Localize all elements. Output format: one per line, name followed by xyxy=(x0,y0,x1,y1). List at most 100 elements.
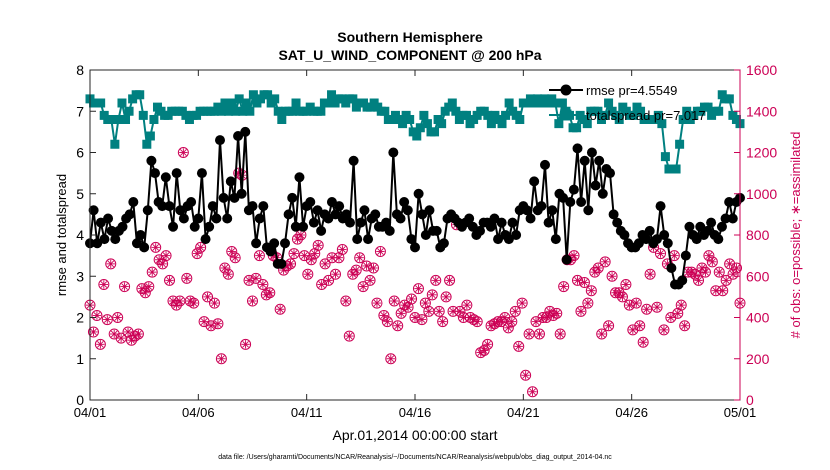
rmse-point xyxy=(269,238,280,249)
totalspread-point xyxy=(138,110,148,120)
rmse-point xyxy=(496,217,507,228)
obs-point xyxy=(212,318,224,330)
y-axis-right-label: # of obs: o=possible; ∗=assimilated xyxy=(788,132,803,339)
obs-point xyxy=(354,252,366,264)
totalspread-point xyxy=(273,106,283,116)
obs-point xyxy=(506,316,518,328)
rmse-point xyxy=(218,192,229,203)
rmse-point xyxy=(666,263,677,273)
obs-point xyxy=(226,246,238,257)
rmse-point xyxy=(305,197,316,207)
obs-point xyxy=(482,338,494,350)
totalspread-point xyxy=(628,110,638,120)
rmse-point xyxy=(388,147,399,158)
obs-point xyxy=(409,312,421,323)
totalspread-point xyxy=(277,115,287,124)
rmse-point xyxy=(225,176,236,187)
obs-point xyxy=(323,274,335,286)
rmse-point xyxy=(438,238,449,249)
rmse-point xyxy=(222,213,233,224)
series-group-rmse xyxy=(85,126,745,290)
x-tick-label: 04/26 xyxy=(615,405,648,420)
obs-point xyxy=(689,268,701,280)
totalspread-point xyxy=(415,123,425,133)
totalspread-point xyxy=(323,98,333,108)
y-axis-left: 0 1 2 3 4 5 6 7 8 xyxy=(76,62,96,408)
rmse-point xyxy=(406,234,417,245)
rmse-point xyxy=(117,221,128,232)
obs-point xyxy=(105,258,117,270)
obs-point xyxy=(478,345,490,356)
obs-point xyxy=(361,260,373,272)
obs-point xyxy=(215,353,227,365)
rmse-point xyxy=(579,155,590,166)
rmse-point xyxy=(139,242,150,253)
rmse-point xyxy=(135,230,146,240)
obs-point xyxy=(371,297,383,309)
totalspread-point xyxy=(145,131,155,141)
rmse-point xyxy=(280,238,290,249)
x-tick-label: 04/21 xyxy=(507,405,540,420)
rmse-point xyxy=(215,135,225,146)
obs-point xyxy=(713,266,725,278)
rmse-point xyxy=(99,234,110,245)
obs-point xyxy=(675,299,687,311)
rmse-point xyxy=(644,225,655,236)
obs-point xyxy=(274,303,286,315)
y-right-tick-label: 1400 xyxy=(746,103,777,119)
rmse-point xyxy=(706,217,717,228)
totalspread-point xyxy=(515,115,525,124)
totalspread-point xyxy=(657,119,667,129)
obs-point xyxy=(302,268,314,280)
series-group-totalspread xyxy=(85,90,745,174)
rmse-point xyxy=(178,213,189,224)
totalspread-point xyxy=(270,94,280,104)
rmse-point xyxy=(308,217,319,228)
obs-point xyxy=(585,285,597,297)
totalspread-point xyxy=(447,98,457,108)
totalspread-point xyxy=(327,90,337,100)
y-right-tick-label: 600 xyxy=(746,268,770,284)
rmse-point xyxy=(150,168,160,179)
totalspread-point xyxy=(653,110,663,120)
data-file-footer: data file: /Users/gharamti/Documents/NCA… xyxy=(218,454,612,461)
x-tick-label: 04/11 xyxy=(291,405,323,420)
rmse-point xyxy=(168,221,179,232)
y-right-tick-label: 1200 xyxy=(746,145,777,161)
totalspread-point xyxy=(675,139,685,149)
obs-point xyxy=(558,281,570,293)
y-left-tick-label: 7 xyxy=(76,103,84,119)
rmse-point xyxy=(677,275,688,286)
obs-point xyxy=(596,328,608,340)
obs-point xyxy=(392,320,404,332)
obs-point xyxy=(641,303,653,315)
obs-point xyxy=(132,328,144,340)
totalspread-point xyxy=(291,98,301,108)
rmse-point xyxy=(576,197,587,207)
obs-point xyxy=(288,248,300,260)
totalspread-point xyxy=(124,106,134,116)
totalspread-point xyxy=(703,102,713,112)
totalspread-point xyxy=(671,164,681,174)
rmse-point xyxy=(659,230,670,240)
rmse-point xyxy=(716,221,727,232)
rmse-point xyxy=(612,217,623,228)
totalspread-point xyxy=(238,106,248,116)
rmse-point xyxy=(334,201,345,212)
rmse-point xyxy=(106,225,117,236)
totalspread-point xyxy=(241,98,251,108)
y-left-tick-label: 1 xyxy=(76,351,84,367)
rmse-point xyxy=(684,221,695,232)
rmse-point xyxy=(200,234,211,245)
totalspread-point xyxy=(437,119,447,129)
totalspread-point xyxy=(117,98,127,108)
obs-point xyxy=(388,295,400,307)
obs-point xyxy=(520,369,532,381)
totalspread-point xyxy=(682,106,692,116)
totalspread-point xyxy=(412,131,422,141)
rmse-point xyxy=(713,234,724,245)
obs-point xyxy=(222,268,234,280)
obs-point xyxy=(368,262,380,274)
rmse-point xyxy=(431,225,442,236)
totalspread-point xyxy=(486,119,496,129)
